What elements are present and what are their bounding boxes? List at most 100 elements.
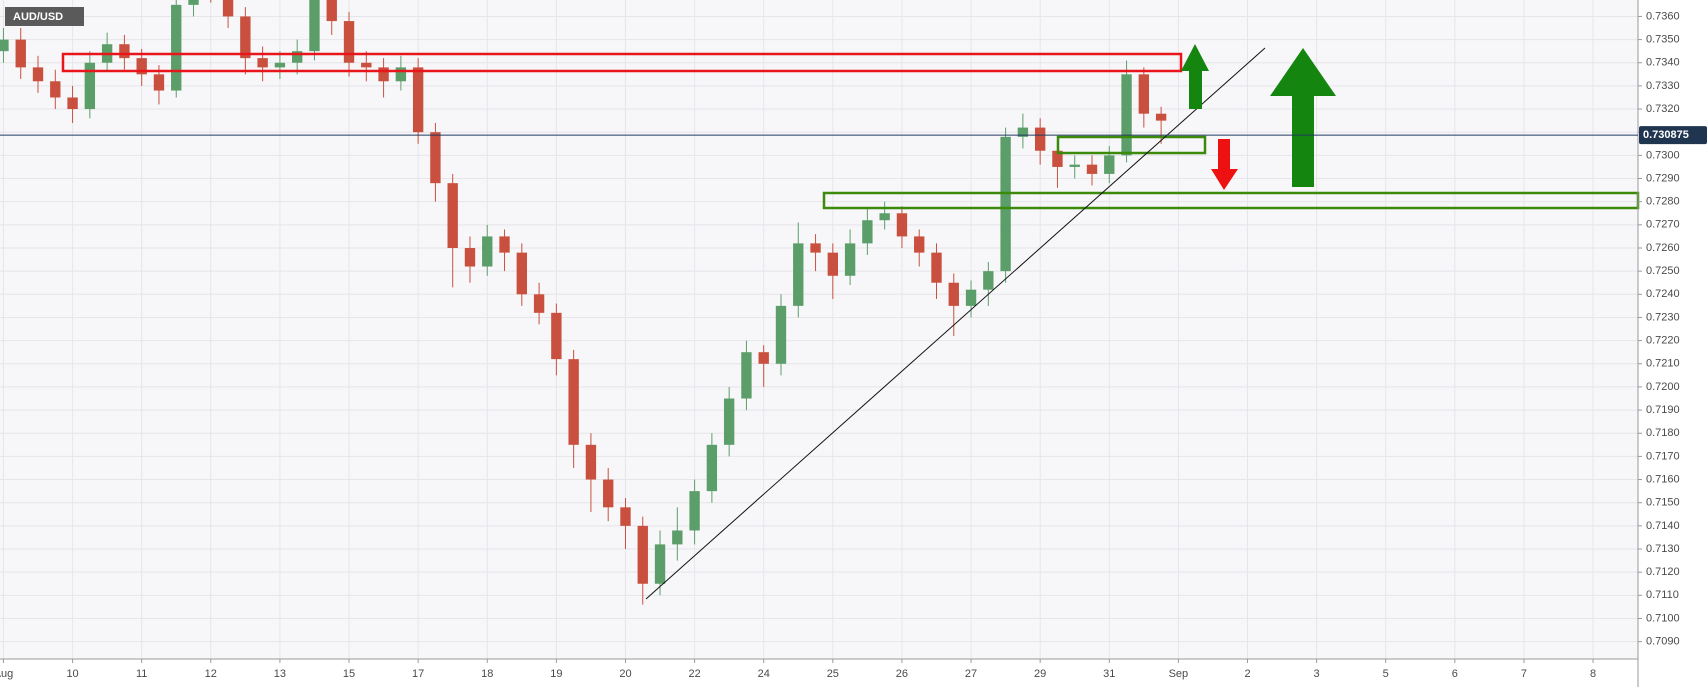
candle-body <box>844 243 856 276</box>
x-tick-label: Sep <box>1169 668 1189 680</box>
candle-body <box>551 312 562 360</box>
chart-title: AUD/USD <box>13 11 63 23</box>
x-tick-label: 7 <box>1521 668 1527 680</box>
candle-body <box>32 67 44 82</box>
candle-body <box>361 62 372 68</box>
symbol-badge <box>5 7 84 26</box>
x-tick-label: 15 <box>343 668 355 680</box>
plot-background <box>0 0 1638 659</box>
arrow-down <box>1218 139 1230 170</box>
candle-body <box>827 252 839 276</box>
candle-body <box>1086 164 1098 174</box>
x-tick-label: 18 <box>481 668 493 680</box>
y-tick-label: 0.7350 <box>1646 34 1680 46</box>
arrow-up-large-head <box>1270 48 1336 96</box>
candle-body <box>343 21 355 63</box>
candle-body <box>689 491 700 531</box>
resistance-zone <box>61 52 1183 73</box>
candle-body <box>1069 164 1080 167</box>
last-price-label: 0.730875 <box>1643 129 1689 141</box>
arrow-up-small <box>1189 71 1202 109</box>
arrow-up-small-head <box>1181 44 1209 71</box>
candle-body <box>257 58 268 68</box>
y-tick-label: 0.7320 <box>1646 103 1680 115</box>
y-tick-label: 0.7160 <box>1646 473 1680 485</box>
candle-body <box>983 271 994 290</box>
y-tick-label: 0.7110 <box>1646 589 1679 601</box>
candle-body <box>793 243 804 306</box>
x-tick-label: 13 <box>274 668 286 680</box>
y-tick-label: 0.7210 <box>1646 358 1680 370</box>
x-tick-label: 26 <box>896 668 908 680</box>
x-tick-label: 29 <box>1034 668 1046 680</box>
candle-body <box>50 81 61 98</box>
candle-body <box>464 247 476 267</box>
x-tick-label: 8 <box>1590 668 1596 680</box>
candle-body <box>378 67 389 82</box>
candle-body <box>723 398 735 445</box>
x-tick-label: 6 <box>1452 668 1458 680</box>
x-tick-label: 25 <box>827 668 839 680</box>
y-tick-label: 0.7130 <box>1646 543 1680 555</box>
candle-body <box>171 4 182 91</box>
candle-body <box>637 525 648 584</box>
y-tick-label: 0.7170 <box>1646 450 1680 462</box>
candle-body <box>741 352 752 399</box>
candle-body <box>430 132 441 184</box>
candle-body <box>603 479 614 508</box>
candle-body <box>931 252 942 283</box>
candle-body <box>119 44 130 59</box>
candle-body <box>896 213 908 237</box>
x-tick-label: 10 <box>66 668 78 680</box>
y-tick-label: 0.7300 <box>1646 149 1680 161</box>
candle-body <box>585 444 597 480</box>
last-price-badge <box>1639 126 1707 145</box>
y-tick-label: 0.7190 <box>1646 404 1680 416</box>
candle-body <box>568 359 579 445</box>
candle-body <box>672 530 683 545</box>
y-tick-label: 0.7290 <box>1646 172 1680 184</box>
candle-body <box>395 67 407 82</box>
y-tick-label: 0.7220 <box>1646 335 1680 347</box>
candle-body <box>879 213 890 221</box>
candle-body <box>1034 127 1046 151</box>
candle-body <box>965 289 977 306</box>
candle-body <box>620 507 631 526</box>
y-tick-label: 0.7100 <box>1646 612 1680 624</box>
candle-body <box>1155 113 1167 121</box>
candle-body <box>1052 150 1063 167</box>
arrow-up-large <box>1292 96 1314 187</box>
candle-body <box>654 544 666 584</box>
candle-body <box>274 62 286 68</box>
y-tick-label: 0.7090 <box>1646 636 1680 648</box>
x-tick-label: 27 <box>965 668 977 680</box>
drawings <box>61 44 1640 600</box>
support-zone <box>1056 135 1207 155</box>
x-tick-label: 19 <box>550 668 562 680</box>
candle-body <box>15 39 26 68</box>
candle-body <box>67 97 78 110</box>
candle-body <box>914 236 925 253</box>
x-tick-label: 12 <box>205 668 217 680</box>
y-tick-label: 0.7150 <box>1646 497 1680 509</box>
x-tick-label: 5 <box>1383 668 1389 680</box>
candle-body <box>706 444 718 492</box>
candle-body <box>499 236 510 253</box>
candle-body <box>447 183 458 248</box>
y-tick-label: 0.7120 <box>1646 566 1680 578</box>
candle-body <box>533 294 545 313</box>
x-tick-label: 17 <box>412 668 424 680</box>
candle-body <box>309 0 320 52</box>
candle-body <box>136 58 147 75</box>
trend-line <box>645 47 1266 600</box>
x-tick-label: 2 <box>1244 668 1250 680</box>
y-tick-label: 0.7360 <box>1646 10 1680 22</box>
x-tick-label: 31 <box>1103 668 1115 680</box>
candle-body <box>326 0 337 22</box>
x-tick-label: 3 <box>1314 668 1320 680</box>
candle-body <box>1017 127 1029 137</box>
candle-body <box>482 236 493 267</box>
